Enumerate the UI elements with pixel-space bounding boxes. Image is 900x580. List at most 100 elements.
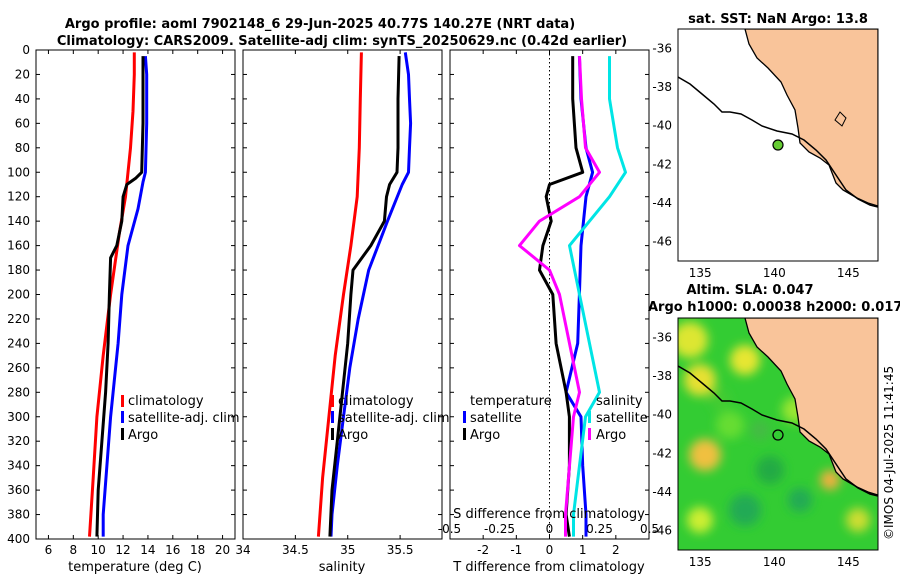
legend-label-satellite: satellite bbox=[470, 411, 522, 426]
salinity-diff-tick-label: 0 bbox=[546, 522, 554, 536]
imos-credit: ©IMOS 04-Jul-2025 11:41:45 bbox=[882, 366, 896, 540]
temperature-plot-frame bbox=[35, 49, 236, 540]
island bbox=[834, 111, 847, 127]
sst-map-lon-label: 140 bbox=[763, 266, 786, 280]
salinity-xtick-label: 35.5 bbox=[387, 543, 414, 557]
depth-tick-label: 60 bbox=[15, 116, 30, 130]
legend-swatch-argo-salinity bbox=[588, 428, 591, 440]
sla-map-lon-label: 135 bbox=[689, 555, 712, 569]
land-australia bbox=[744, 318, 878, 496]
temperature-series-argo bbox=[95, 56, 145, 537]
legend-swatch-climatology bbox=[121, 395, 124, 407]
depth-tick-label: 340 bbox=[7, 459, 30, 473]
difference-series-salinity-satellite bbox=[568, 56, 627, 537]
difference-x2label: S difference from climatology bbox=[453, 507, 645, 522]
temperature-xtick-label: 16 bbox=[165, 543, 180, 557]
temperature-xtick-label: 14 bbox=[140, 543, 155, 557]
sla-map-lon-label: 140 bbox=[763, 555, 786, 569]
depth-tick-label: 80 bbox=[15, 141, 30, 155]
temperature-xtick-label: 18 bbox=[190, 543, 205, 557]
shelf-contour bbox=[678, 76, 878, 208]
shelf-contour bbox=[678, 365, 878, 497]
legend-label-sat-salinity: satellite bbox=[596, 411, 648, 426]
difference-xtick-label: 0 bbox=[546, 543, 554, 557]
sla-map-lat-label: -40 bbox=[652, 408, 672, 422]
depth-tick-label: 200 bbox=[7, 288, 30, 302]
figure-title-line2: Climatology: CARS2009. Satellite-adj cli… bbox=[57, 34, 627, 49]
legend-title-temperature: temperature bbox=[470, 394, 552, 409]
difference-xtick-label: 1 bbox=[579, 543, 587, 557]
salinity-legend: climatology satellite-adj. clim Argo bbox=[331, 394, 450, 443]
sla-map-title-line2: Argo h1000: 0.00038 h2000: 0.017 bbox=[648, 300, 900, 315]
legend-label-argo: Argo bbox=[470, 428, 500, 443]
depth-tick-label: 320 bbox=[7, 434, 30, 448]
depth-tick-label: 160 bbox=[7, 239, 30, 253]
salinity-diff-tick-label: 0.25 bbox=[586, 522, 613, 536]
legend-swatch-climatology bbox=[331, 395, 334, 407]
legend-swatch-argo bbox=[121, 428, 124, 440]
temperature-xtick-label: 12 bbox=[115, 543, 130, 557]
depth-tick-label: 100 bbox=[7, 165, 30, 179]
legend-label-satellite: satellite-adj. clim bbox=[338, 411, 450, 426]
legend-label-argo: Argo bbox=[338, 428, 368, 443]
sst-map-lat-label: -44 bbox=[652, 196, 672, 210]
depth-tick-label: 400 bbox=[7, 532, 30, 546]
temperature-xtick-label: 8 bbox=[69, 543, 77, 557]
depth-tick-label: 140 bbox=[7, 214, 30, 228]
salinity-series-argo bbox=[328, 56, 401, 537]
sla-map-lon-label: 145 bbox=[837, 555, 860, 569]
sst-map-frame bbox=[677, 28, 879, 262]
difference-xtick-label: -2 bbox=[477, 543, 489, 557]
legend-swatch-sat-salinity bbox=[588, 411, 591, 423]
depth-tick-label: 300 bbox=[7, 410, 30, 424]
sst-map-title: sat. SST: NaN Argo: 13.8 bbox=[688, 12, 868, 27]
land-australia bbox=[744, 29, 878, 207]
depth-tick-label: 280 bbox=[7, 385, 30, 399]
sla-map bbox=[678, 318, 878, 550]
depth-tick-label: 260 bbox=[7, 361, 30, 375]
salinity-diff-tick-label: -0.5 bbox=[438, 522, 461, 536]
sst-map-lat-label: -42 bbox=[652, 157, 672, 171]
sla-map-lat-label: -36 bbox=[652, 330, 672, 344]
depth-tick-label: 220 bbox=[7, 312, 30, 326]
legend-label-argo-salinity: Argo bbox=[596, 428, 626, 443]
difference-xtick-label: 2 bbox=[612, 543, 620, 557]
figure-title-line1: Argo profile: aoml 7902148_6 29-Jun-2025… bbox=[65, 17, 575, 32]
sla-map-frame bbox=[677, 317, 879, 551]
temperature-xtick-label: 10 bbox=[91, 543, 106, 557]
temperature-legend: climatology satellite-adj. clim Argo bbox=[121, 394, 240, 443]
sst-map-lon-label: 145 bbox=[837, 266, 860, 280]
depth-tick-label: 0 bbox=[22, 43, 30, 57]
salinity-series-satellite-adj-clim bbox=[329, 52, 413, 537]
temperature-xlabel: temperature (deg C) bbox=[68, 560, 202, 575]
legend-label-satellite: satellite-adj. clim bbox=[128, 411, 240, 426]
salinity-series-climatology bbox=[316, 52, 363, 537]
sst-map bbox=[678, 29, 878, 261]
depth-tick-label: 240 bbox=[7, 336, 30, 350]
argo-float-marker bbox=[772, 139, 784, 151]
argo-float-marker bbox=[772, 429, 784, 441]
salinity-diff-tick-label: 0.5 bbox=[640, 522, 659, 536]
salinity-xtick-label: 34 bbox=[235, 543, 250, 557]
sst-map-lat-label: -40 bbox=[652, 119, 672, 133]
temperature-series-satellite-adj-clim bbox=[101, 55, 149, 537]
temperature-xtick-label: 6 bbox=[45, 543, 53, 557]
difference-series-salinity-argo bbox=[518, 56, 601, 537]
legend-label-argo: Argo bbox=[128, 428, 158, 443]
legend-title-salinity: salinity bbox=[596, 394, 643, 409]
sla-map-title-line1: Altim. SLA: 0.047 bbox=[687, 283, 814, 298]
sla-map-lat-label: -38 bbox=[652, 369, 672, 383]
difference-xtick-label: -1 bbox=[510, 543, 522, 557]
legend-swatch-satellite bbox=[463, 411, 466, 423]
legend-swatch-satellite bbox=[331, 411, 334, 423]
depth-tick-label: 20 bbox=[15, 67, 30, 81]
legend-label-climatology: climatology bbox=[338, 394, 414, 409]
difference-xlabel: T difference from climatology bbox=[452, 560, 645, 575]
legend-swatch-satellite bbox=[121, 411, 124, 423]
difference-legend-temperature: temperature satellite Argo bbox=[463, 394, 552, 443]
sst-map-lat-label: -38 bbox=[652, 80, 672, 94]
salinity-xtick-label: 34.5 bbox=[282, 543, 309, 557]
legend-swatch-argo bbox=[463, 428, 466, 440]
depth-tick-label: 360 bbox=[7, 483, 30, 497]
depth-tick-label: 180 bbox=[7, 263, 30, 277]
